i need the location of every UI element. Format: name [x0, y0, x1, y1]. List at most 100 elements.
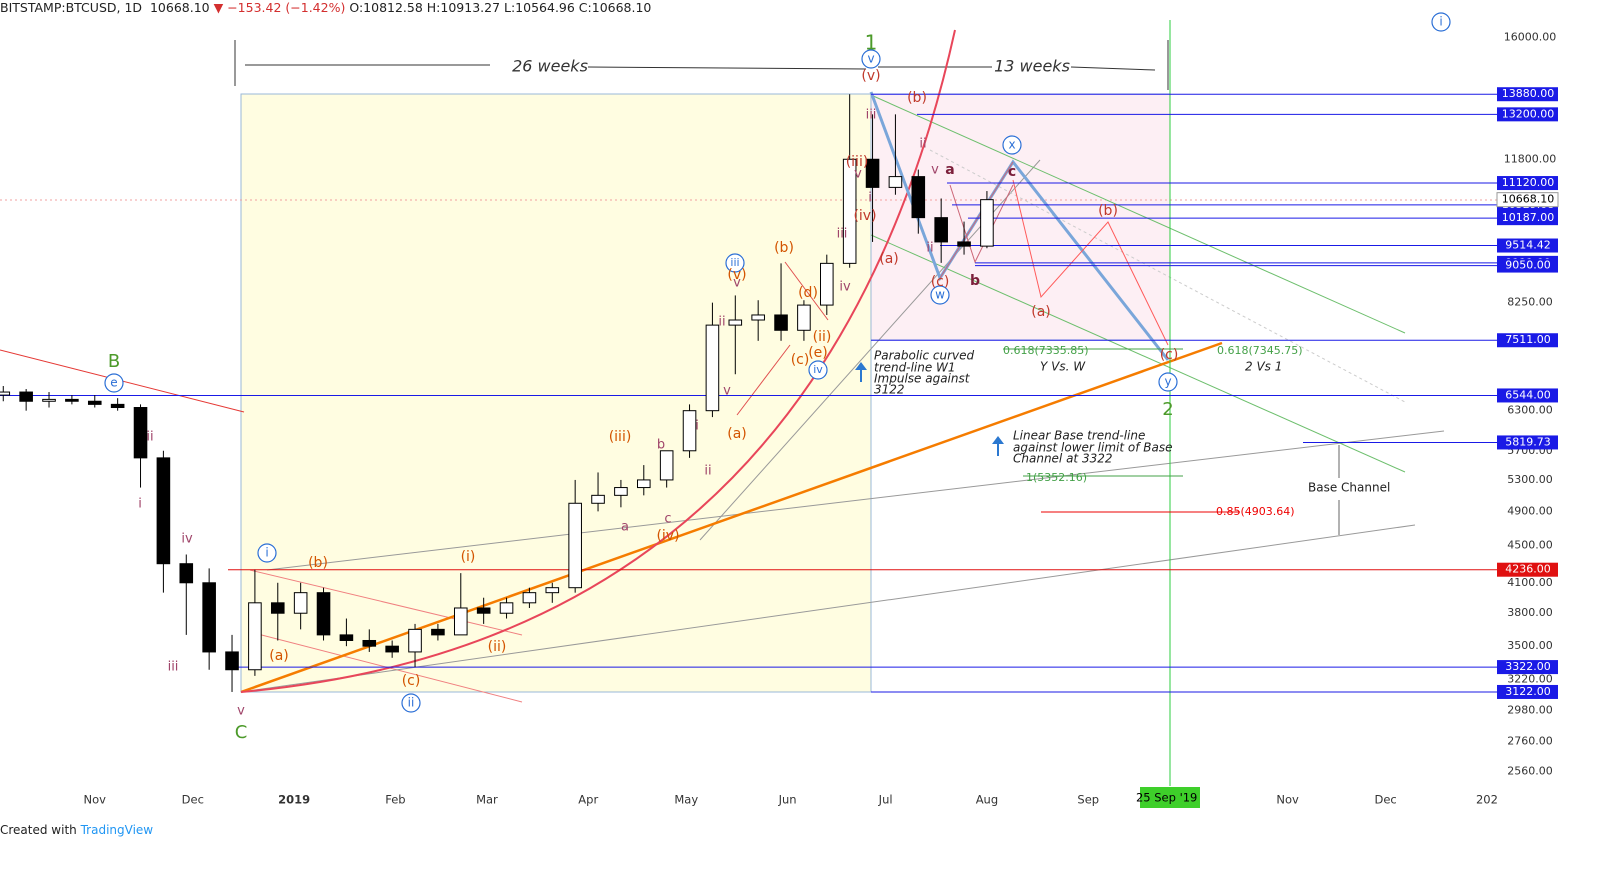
level-label-box: [1497, 238, 1558, 253]
x-tick-label: Dec: [182, 793, 204, 807]
wave-circle: [1431, 12, 1451, 32]
last-price-box: [1496, 192, 1559, 208]
candle-body: [453, 607, 468, 636]
annotation: Y Vs. W: [1040, 360, 1086, 374]
annotation: iii: [866, 108, 877, 123]
annotation: 0.618(7335.85): [1003, 344, 1089, 357]
annotation: ii: [926, 241, 933, 256]
annotation: (b): [308, 555, 328, 571]
candle-body: [499, 602, 514, 614]
annotation: i: [695, 419, 699, 434]
y-tick-label: 5300.00: [1507, 473, 1553, 486]
candle-body: [385, 645, 399, 653]
annotation: (iii): [609, 429, 632, 445]
candle-body: [820, 262, 834, 306]
annotation: 3122: [874, 383, 905, 397]
bracket: [1070, 66, 1156, 71]
x-tick-label: 202: [1476, 793, 1498, 807]
candle-body: [934, 217, 948, 243]
y-tick-label: 4900.00: [1507, 504, 1553, 517]
annotation: y: [1164, 375, 1171, 389]
y-tick-label: 3500.00: [1507, 639, 1553, 652]
annotation: 2: [1162, 399, 1173, 420]
x-tick-label: Jul: [878, 793, 893, 807]
annotation: (e): [808, 345, 828, 361]
annotation: (i): [461, 549, 476, 565]
annotation: b: [970, 273, 980, 289]
trend-line: [240, 524, 1416, 693]
annotation: v: [854, 167, 862, 182]
annotation: (a): [727, 426, 747, 442]
annotation: x: [1008, 138, 1015, 152]
candle-body: [156, 457, 171, 565]
level-label-box: [1497, 388, 1558, 403]
level-label-box: [1497, 87, 1558, 102]
candle-body: [637, 479, 651, 489]
x-tick-label: Aug: [976, 793, 998, 807]
annotation: Impulse against: [874, 372, 971, 386]
y-tick-label: 2980.00: [1507, 704, 1553, 717]
level-label-box: [1497, 258, 1558, 273]
wave-circle: [861, 49, 881, 69]
annotation: trend-line W1: [874, 361, 956, 375]
annotation: against lower limit of Base: [1013, 441, 1172, 455]
candle-body: [911, 176, 926, 219]
annotation: (b): [907, 90, 927, 106]
candle-body: [682, 410, 697, 452]
level-label: 6544.00: [1505, 388, 1551, 401]
annotation: e: [110, 376, 117, 390]
annotation: i: [265, 546, 268, 560]
data-layer: 26 weeks 13 weeks1BC2veiiiiviiixwyi(v)(b)…: [0, 12, 1559, 807]
y-tick-label: 16000.00: [1504, 30, 1557, 43]
y-tick-label: 2560.00: [1507, 764, 1553, 777]
candle-body: [614, 487, 628, 496]
candle-body: [293, 592, 308, 614]
price: 10668.10: [149, 0, 210, 15]
brand: TradingView: [80, 823, 154, 837]
annotation: i: [138, 497, 142, 512]
level-label: 7511.00: [1505, 333, 1551, 346]
annotation: 0.85(4903.64): [1216, 505, 1295, 518]
candle-body: [728, 319, 743, 326]
x-tick-label: Dec: [1374, 793, 1396, 807]
annotation: ii: [146, 430, 153, 445]
x-tick-label: Nov: [84, 793, 107, 807]
candle-body: [65, 398, 79, 402]
annotation: 13 weeks: [994, 57, 1070, 76]
base-trend-line: [240, 341, 1223, 694]
annotation: iv: [813, 363, 823, 376]
annotation: b: [657, 438, 665, 453]
change: ▼ −153.42 (−1.42%): [213, 0, 346, 15]
candle-body: [659, 450, 674, 481]
annotation: i: [868, 191, 872, 206]
last-price-label: 10668.10: [1502, 193, 1555, 206]
annotation: (b): [774, 240, 794, 256]
annotation: 1: [865, 31, 878, 55]
candle-body: [110, 403, 125, 409]
x-tick-label: Jun: [778, 793, 797, 807]
candle-body: [888, 176, 903, 188]
level-label: 4236.00: [1505, 563, 1551, 576]
y-tick-label: 2760.00: [1507, 734, 1553, 747]
level-label-box: [1497, 107, 1558, 122]
annotation: v: [867, 52, 874, 66]
date-marker-label: 25 Sep '19: [1136, 791, 1197, 805]
annotation: ii: [718, 315, 725, 330]
header: BITSTAMP:BTCUSD, 1D 10668.10 ▼ −153.42 (…: [0, 0, 651, 15]
annotation: iii: [168, 660, 179, 675]
level-label: 3122.00: [1505, 685, 1551, 698]
annotation: (c): [402, 673, 421, 689]
projection: [1012, 179, 1169, 346]
annotation: 2 Vs 1: [1245, 360, 1282, 374]
level-label-box: [1497, 333, 1558, 348]
x-tick-label: Mar: [476, 793, 498, 807]
candle-body: [316, 592, 331, 636]
level-label: 13880.00: [1502, 87, 1555, 100]
drawings: [0, 20, 1497, 786]
level-label-box: [1497, 660, 1558, 675]
annotation: v: [931, 163, 939, 178]
annotation: (iii): [846, 154, 869, 170]
x-tick-label: Apr: [578, 793, 598, 807]
candle-body: [202, 582, 216, 653]
level-label: 3322.00: [1505, 660, 1551, 673]
